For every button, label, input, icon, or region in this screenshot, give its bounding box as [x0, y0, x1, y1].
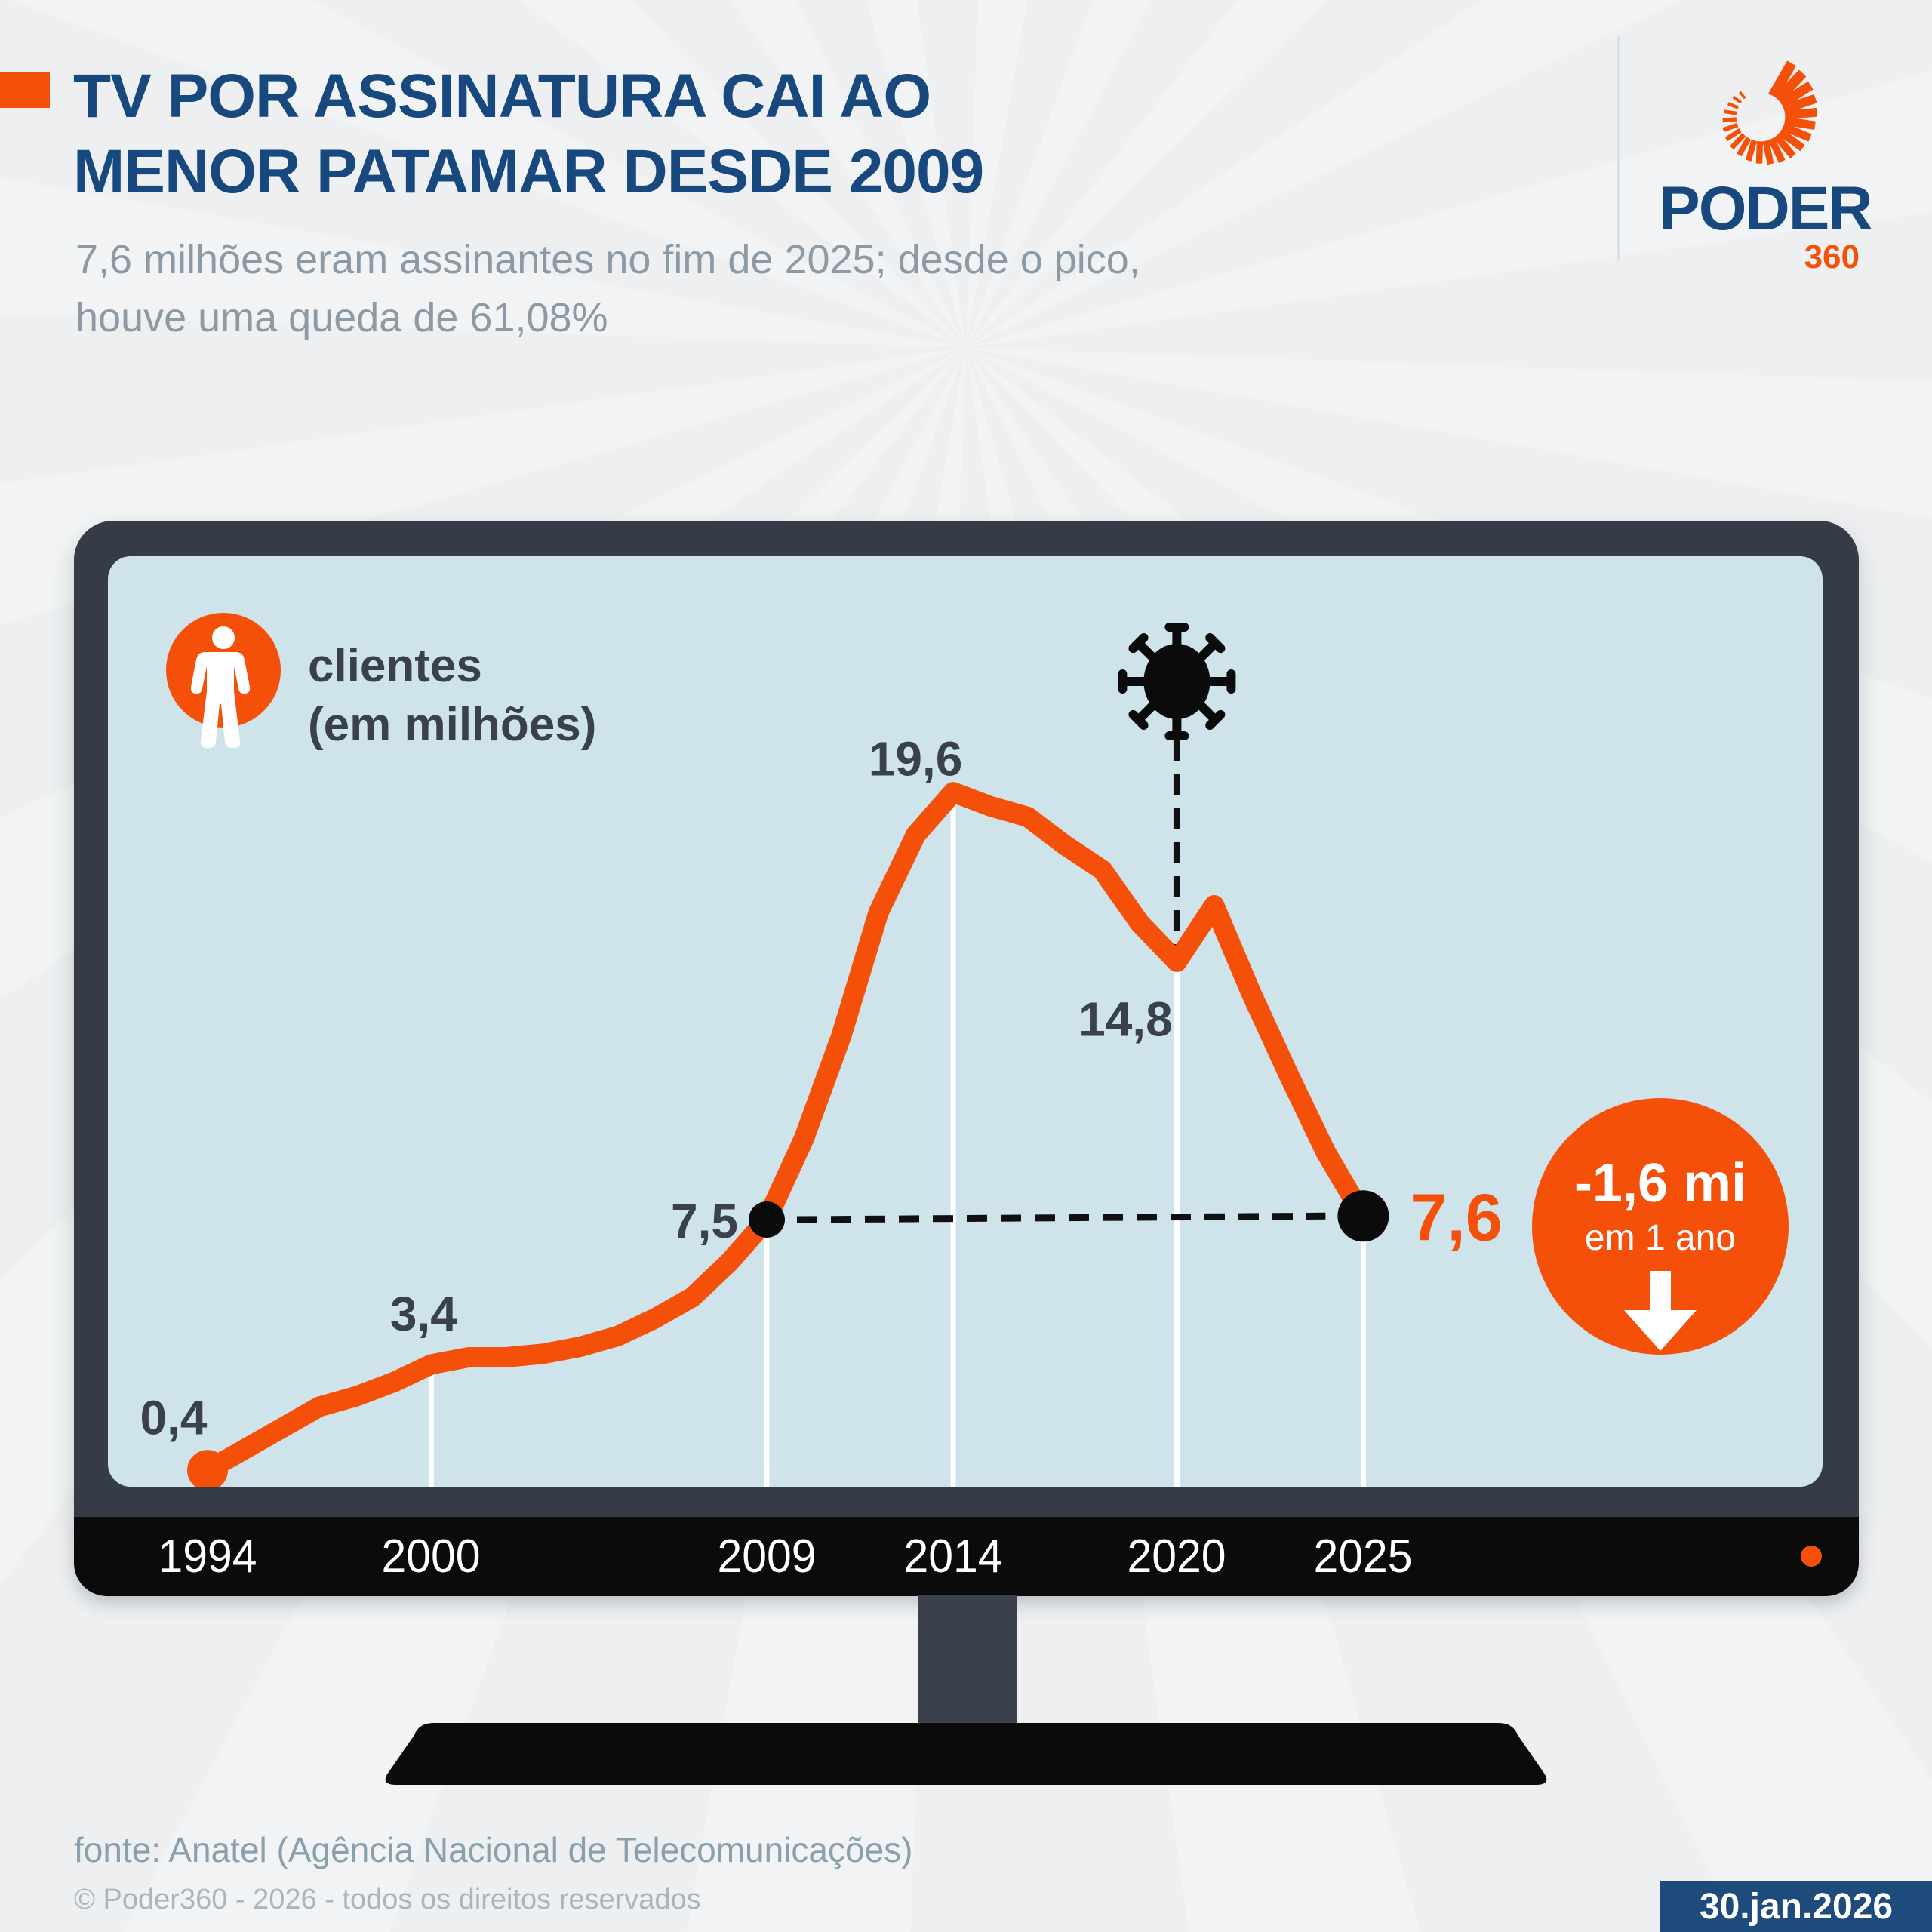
- logo-suffix: 360: [1804, 238, 1860, 275]
- tv-screen: 0,4 3,4 7,5 19,6 14,8 7,6 clientes (em m…: [108, 556, 1823, 1487]
- title-line-1: TV POR ASSINATURA CAI AO: [73, 62, 931, 131]
- date-badge: 30.jan.2026: [1660, 1881, 1932, 1932]
- chart-gridlines: [428, 792, 1366, 1487]
- tv-stand-neck: [918, 1595, 1017, 1727]
- baseline-dashed-line: [796, 1212, 1326, 1223]
- coronavirus-icon: [1118, 623, 1236, 740]
- value-label-2020: 14,8: [1078, 992, 1173, 1046]
- legend-label-line2: (em milhões): [308, 699, 596, 751]
- data-point-2025: [1337, 1190, 1389, 1242]
- data-point-1994: [187, 1450, 228, 1487]
- chart-legend: clientes (em milhões): [166, 613, 596, 751]
- value-label-2025: 7,6: [1410, 1180, 1502, 1254]
- page-title: TV POR ASSINATURA CAI AO MENOR PATAMAR D…: [73, 59, 984, 210]
- x-axis-label: 2020: [1127, 1531, 1226, 1583]
- subscribers-chart: 0,4 3,4 7,5 19,6 14,8 7,6 clientes (em m…: [140, 613, 1789, 1487]
- x-axis-label: 1994: [158, 1531, 257, 1583]
- tv-bottom-strip: 1994 2000 2009 2014 2020 2025: [74, 1517, 1859, 1596]
- tv-stand-base: [385, 1723, 1547, 1785]
- down-arrow-icon: [1624, 1271, 1697, 1351]
- person-icon: [190, 626, 251, 748]
- delta-badge-circle: [1532, 1098, 1789, 1355]
- source-note: fonte: Anatel (Agência Nacional de Telec…: [74, 1830, 913, 1869]
- subtitle-line-1: 7,6 milhões eram assinantes no fim de 20…: [75, 237, 1140, 282]
- copyright-note: © Poder360 - 2026 - todos os direitos re…: [74, 1884, 701, 1915]
- logo-sunburst-icon: [1722, 60, 1817, 165]
- x-axis-label: 2009: [717, 1531, 817, 1583]
- badge-value: -1,6 mi: [1574, 1153, 1746, 1214]
- legend-label-line1: clientes: [308, 640, 482, 692]
- x-axis-label: 2014: [903, 1531, 1003, 1583]
- subscribers-line: [197, 782, 1374, 1481]
- power-led: [1801, 1546, 1822, 1567]
- data-point-2009: [749, 1201, 785, 1238]
- x-axis-label: 2025: [1313, 1531, 1413, 1583]
- badge-caption: em 1 ano: [1585, 1218, 1736, 1258]
- subtitle-line-2: houve uma queda de 61,08%: [75, 295, 608, 340]
- value-label-1994: 0,4: [140, 1390, 208, 1444]
- title-accent-bar: [0, 72, 50, 108]
- value-label-2014: 19,6: [869, 732, 963, 786]
- logo-divider: [1617, 36, 1620, 261]
- page-subtitle: 7,6 milhões eram assinantes no fim de 20…: [75, 231, 1140, 347]
- value-label-2009: 7,5: [671, 1194, 738, 1248]
- x-axis-label: 2000: [381, 1531, 481, 1583]
- value-label-2000: 3,4: [390, 1287, 457, 1341]
- date-text: 30.jan.2026: [1699, 1886, 1894, 1927]
- delta-badge: -1,6 mi em 1 ano: [1532, 1098, 1789, 1355]
- title-line-2: MENOR PATAMAR DESDE 2009: [73, 137, 984, 206]
- logo-wordmark: PODER: [1659, 174, 1873, 243]
